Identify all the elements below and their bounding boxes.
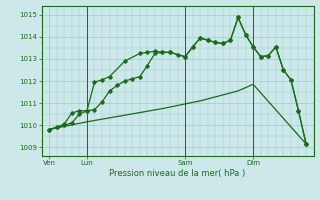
X-axis label: Pression niveau de la mer( hPa ): Pression niveau de la mer( hPa ) [109,169,246,178]
